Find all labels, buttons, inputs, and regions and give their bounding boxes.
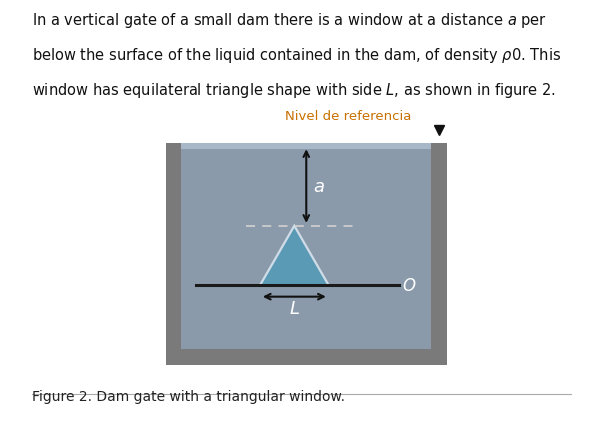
Bar <box>181 144 431 150</box>
Text: O: O <box>402 276 415 295</box>
Bar <box>431 144 447 365</box>
Text: L: L <box>289 299 299 317</box>
Text: a: a <box>313 178 324 196</box>
Text: Figure 2. Dam gate with a triangular window.: Figure 2. Dam gate with a triangular win… <box>32 389 345 403</box>
Text: below the surface of the liquid contained in the dam, of density $\rho$0. This: below the surface of the liquid containe… <box>32 46 561 64</box>
Polygon shape <box>260 226 329 285</box>
Bar <box>181 144 431 349</box>
Bar <box>166 144 181 365</box>
Text: window has equilateral triangle shape with side $L$, as shown in figure 2.: window has equilateral triangle shape wi… <box>32 81 557 99</box>
Text: Nivel de referencia: Nivel de referencia <box>284 110 411 123</box>
Bar <box>166 349 447 365</box>
Text: In a vertical gate of a small dam there is a window at a distance $a$ per: In a vertical gate of a small dam there … <box>32 11 547 29</box>
